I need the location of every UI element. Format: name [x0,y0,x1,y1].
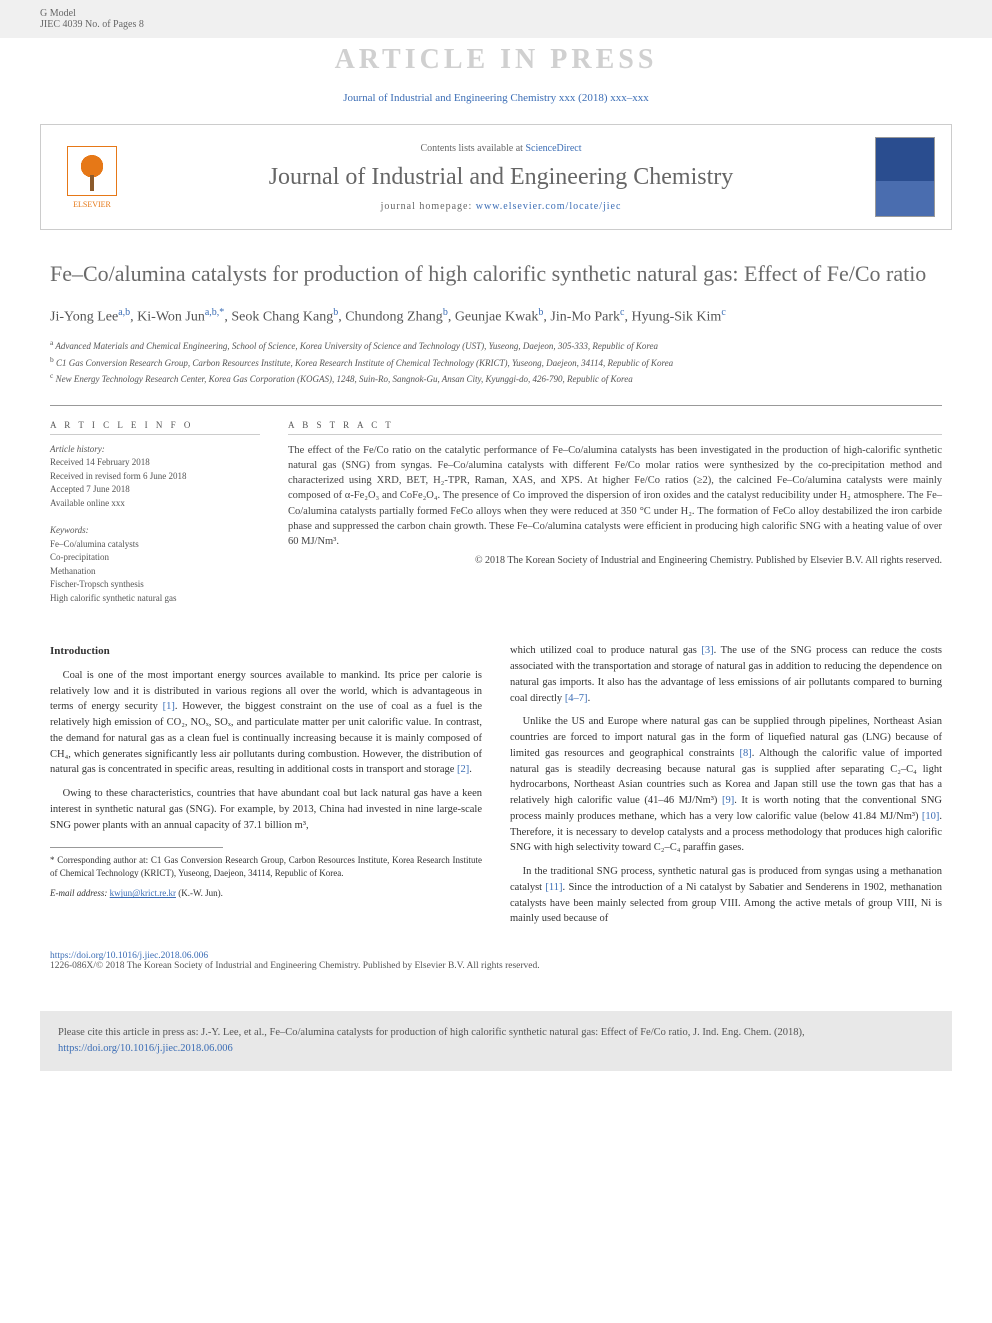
jiec-line: JIEC 4039 No. of Pages 8 [40,19,952,30]
accepted-date: Accepted 7 June 2018 [50,484,130,494]
abstract-text: The effect of the Fe/Co ratio on the cat… [288,443,942,550]
doi-link[interactable]: https://doi.org/10.1016/j.jiec.2018.06.0… [50,951,208,961]
corresponding-author-footnote: * Corresponding author at: C1 Gas Conver… [50,854,482,879]
article-title: Fe–Co/alumina catalysts for production o… [50,260,942,289]
model-line: G Model [40,8,952,19]
affiliations: a Advanced Materials and Chemical Engine… [50,337,942,387]
intro-paragraph-4: Unlike the US and Europe where natural g… [510,714,942,856]
intro-paragraph-1: Coal is one of the most important energy… [50,668,482,778]
masthead-center: Contents lists available at ScienceDirec… [127,143,875,212]
running-header: G Model JIEC 4039 No. of Pages 8 [0,0,992,38]
revised-date: Received in revised form 6 June 2018 [50,471,186,481]
intro-paragraph-3: which utilized coal to produce natural g… [510,643,942,706]
journal-name: Journal of Industrial and Engineering Ch… [127,164,875,191]
journal-cover-thumbnail [875,137,935,217]
citation-doi-link[interactable]: https://doi.org/10.1016/j.jiec.2018.06.0… [58,1043,233,1054]
article-in-press-watermark: ARTICLE IN PRESS [0,38,992,82]
corresponding-email-link[interactable]: kwjun@krict.re.kr [110,888,176,898]
citation-box: Please cite this article in press as: J.… [40,1011,952,1071]
history-label: Article history: [50,444,105,454]
article-history-block: Article history: Received 14 February 20… [50,443,260,511]
journal-masthead: ELSEVIER Contents lists available at Sci… [40,124,952,230]
article-info-column: A R T I C L E I N F O Article history: R… [50,420,260,620]
keywords-block: Keywords: Fe–Co/alumina catalystsCo-prec… [50,524,260,605]
contents-available-line: Contents lists available at ScienceDirec… [127,143,875,154]
article-body-columns: Introduction Coal is one of the most imp… [50,643,942,935]
journal-homepage-link[interactable]: www.elsevier.com/locate/jiec [476,201,622,212]
issn-copyright-line: 1226-086X/© 2018 The Korean Society of I… [50,961,540,971]
keywords-label: Keywords: [50,525,89,535]
author-list: Ji-Yong Leea,b, Ki-Won Juna,b,*, Seok Ch… [50,307,942,326]
online-date: Available online xxx [50,498,125,508]
email-footnote: E-mail address: kwjun@krict.re.kr (K.-W.… [50,887,482,900]
sciencedirect-link[interactable]: ScienceDirect [525,143,581,154]
journal-homepage-line: journal homepage: www.elsevier.com/locat… [127,201,875,212]
journal-reference-line: Journal of Industrial and Engineering Ch… [0,82,992,114]
received-date: Received 14 February 2018 [50,457,150,467]
doi-block: https://doi.org/10.1016/j.jiec.2018.06.0… [50,951,942,971]
keywords-list: Fe–Co/alumina catalystsCo-precipitationM… [50,539,176,603]
abstract-column: A B S T R A C T The effect of the Fe/Co … [288,420,942,620]
introduction-heading: Introduction [50,643,482,660]
elsevier-tree-icon [67,146,117,196]
publisher-name: ELSEVIER [73,200,111,209]
intro-paragraph-2: Owing to these characteristics, countrie… [50,786,482,833]
intro-paragraph-5: In the traditional SNG process, syntheti… [510,864,942,927]
abstract-heading: A B S T R A C T [288,420,942,435]
elsevier-logo: ELSEVIER [57,137,127,217]
abstract-copyright: © 2018 The Korean Society of Industrial … [288,555,942,566]
article-info-heading: A R T I C L E I N F O [50,420,260,435]
footnote-separator [50,847,223,848]
